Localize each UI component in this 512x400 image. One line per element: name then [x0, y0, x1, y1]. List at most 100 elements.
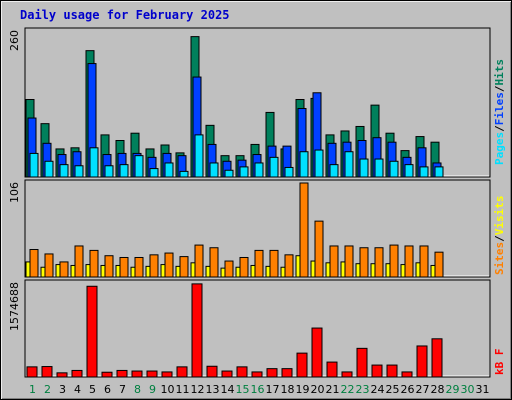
legend-sep: / — [493, 235, 506, 242]
kbytes-bar — [371, 364, 383, 378]
day-label: 3 — [59, 383, 66, 396]
kbytes-bar — [221, 370, 233, 378]
kbytes-bar — [401, 371, 413, 378]
sites-bar — [329, 245, 339, 278]
pages-bar — [119, 164, 129, 178]
legend-visits: Visits — [493, 196, 506, 236]
sites-bar — [224, 260, 234, 278]
pages-bar — [74, 165, 84, 178]
day-label: 21 — [326, 383, 340, 396]
day-label: 19 — [296, 383, 310, 396]
day-label: 20 — [311, 383, 325, 396]
sites-bar — [434, 251, 444, 278]
legend-middle: Sites/Visits — [493, 196, 506, 276]
legend-kbytes: kB F — [493, 349, 506, 376]
y-max-label-1: 106 — [8, 182, 21, 203]
sites-bar — [269, 249, 279, 278]
day-label: 29 — [446, 383, 460, 396]
day-label: 5 — [89, 383, 96, 396]
kbytes-bar — [431, 338, 443, 378]
sites-bar — [389, 244, 399, 278]
pages-bar — [179, 170, 189, 178]
sites-bar — [44, 253, 54, 278]
sites-bar — [374, 247, 384, 278]
kbytes-bar — [416, 345, 428, 378]
sites-bar — [59, 261, 69, 278]
kbytes-bar — [161, 371, 173, 378]
sites-bar — [314, 220, 324, 278]
pages-bar — [359, 158, 369, 178]
day-label: 31 — [476, 383, 490, 396]
pages-bar — [299, 151, 309, 178]
day-label: 1 — [29, 383, 36, 396]
pages-bar — [254, 162, 264, 178]
pages-bar — [374, 158, 384, 178]
pages-bar — [59, 164, 69, 178]
pages-bar — [314, 149, 324, 178]
pages-bar — [224, 169, 234, 178]
pages-bar — [44, 160, 54, 178]
pages-bar — [419, 166, 429, 178]
kbytes-bar — [251, 371, 263, 378]
sites-bar — [254, 249, 264, 278]
pages-bar — [134, 155, 144, 178]
pages-bar — [89, 147, 99, 178]
kbytes-bar — [356, 347, 368, 378]
day-label: 6 — [104, 383, 111, 396]
pages-bar — [389, 160, 399, 178]
day-label: 12 — [191, 383, 205, 396]
day-label: 7 — [119, 383, 126, 396]
day-label: 27 — [416, 383, 430, 396]
kbytes-bar — [56, 372, 68, 378]
pages-bar — [284, 166, 294, 178]
sites-bar — [344, 245, 354, 278]
legend-pages: Pages — [493, 132, 506, 165]
kbytes-bar — [86, 285, 98, 378]
y-max-label-0: 260 — [8, 30, 21, 51]
pages-bar — [104, 165, 114, 178]
day-label: 13 — [206, 383, 220, 396]
kbytes-bar — [341, 371, 353, 378]
kbytes-bar — [101, 371, 113, 378]
day-label: 15 — [236, 383, 250, 396]
day-label: 9 — [149, 383, 156, 396]
sites-bar — [359, 247, 369, 278]
pages-bar — [239, 166, 249, 178]
kbytes-bar — [206, 365, 218, 378]
sites-bar — [209, 247, 219, 278]
sites-bar — [239, 256, 249, 278]
kbytes-bar — [146, 370, 158, 378]
pages-bar — [164, 162, 174, 178]
sites-bar — [404, 245, 414, 278]
day-label: 10 — [161, 383, 175, 396]
kbytes-bar — [191, 283, 203, 378]
pages-bar — [329, 164, 339, 178]
day-label: 2 — [44, 383, 51, 396]
pages-bar — [404, 164, 414, 178]
legend-sep: / — [493, 85, 506, 92]
sites-bar — [119, 256, 129, 278]
day-label: 22 — [341, 383, 355, 396]
pages-bar — [29, 152, 39, 178]
day-label: 17 — [266, 383, 280, 396]
pages-bar — [434, 166, 444, 178]
pages-bar — [149, 168, 159, 178]
kbytes-bar — [26, 366, 38, 378]
day-label: 16 — [251, 383, 265, 396]
y-max-label-2: 1574688 — [8, 282, 21, 331]
day-label: 18 — [281, 383, 295, 396]
day-label: 30 — [461, 383, 475, 396]
kbytes-bar — [386, 364, 398, 378]
sites-bar — [164, 252, 174, 278]
sites-bar — [179, 256, 189, 278]
legend-sites: Sites — [493, 242, 506, 275]
legend-bottom: kB F — [493, 349, 506, 376]
legend-files: Files — [493, 92, 506, 125]
sites-bar — [29, 249, 39, 278]
sites-bar — [104, 255, 114, 278]
legend-hits: Hits — [493, 59, 506, 86]
kbytes-bar — [326, 361, 338, 378]
sites-bar — [134, 256, 144, 278]
kbytes-bar — [71, 369, 83, 378]
